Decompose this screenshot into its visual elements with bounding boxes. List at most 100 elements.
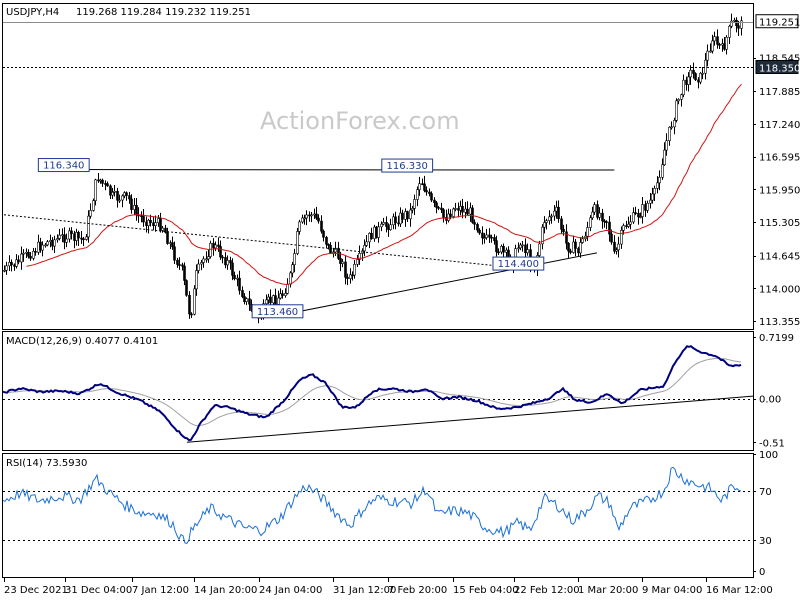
price-tick-label: 114.645 (759, 252, 800, 263)
annotation-box (381, 158, 434, 173)
candle-body (207, 256, 210, 260)
candle-body (627, 223, 630, 227)
candle-body (197, 263, 200, 271)
candle-body (123, 192, 126, 197)
candle-body (142, 216, 145, 223)
candle-body (565, 231, 568, 244)
candle-body (339, 258, 342, 264)
candle-body (730, 20, 733, 27)
candle-body (435, 202, 438, 208)
annotation-label: 114.400 (498, 259, 539, 270)
candle-body (425, 190, 428, 193)
candle-body (289, 272, 292, 285)
candle-body (277, 297, 280, 305)
candle-body (145, 221, 148, 226)
candle-body (423, 183, 426, 191)
candle-body (728, 25, 731, 38)
candle-body (663, 149, 666, 166)
candle-body (104, 183, 107, 185)
candle-body (495, 240, 498, 253)
annotation-label: 116.340 (43, 161, 84, 172)
candle-body (15, 259, 18, 267)
candle-body (670, 126, 673, 129)
candle-body (185, 280, 188, 296)
candle-body (538, 243, 541, 256)
candle-body (291, 264, 294, 274)
candle-body (442, 209, 445, 218)
candle-body (157, 218, 160, 223)
candle-body (521, 244, 524, 247)
candle-body (543, 222, 546, 228)
candle-body (140, 215, 143, 218)
candle-body (274, 295, 277, 305)
candle-body (598, 212, 601, 218)
candle-body (567, 243, 570, 252)
candle-body (173, 246, 176, 261)
candle-body (574, 241, 577, 249)
candle-body (212, 242, 215, 249)
candle-body (53, 239, 56, 247)
candle-body (349, 274, 352, 279)
candle-body (205, 258, 208, 261)
candle-body (219, 246, 222, 258)
candle-body (440, 207, 443, 210)
candle-body (164, 227, 167, 233)
candle-body (740, 20, 743, 29)
candle-body (560, 218, 563, 230)
price-tick-label: 115.950 (759, 185, 800, 196)
candle-body (214, 244, 217, 249)
candle-body (195, 270, 198, 290)
x-tick-label: 31 Dec 04:00 (65, 585, 132, 596)
level-price-tag: 118.350 (755, 59, 800, 74)
current-price-tag: 119.251 (755, 14, 800, 29)
candle-body (709, 50, 712, 53)
candle-body (41, 244, 44, 251)
rsi-title: RSI(14) 73.5930 (6, 458, 87, 469)
candle-body (248, 298, 251, 305)
candle-body (317, 217, 320, 222)
resistance-trendline (63, 169, 615, 171)
candle-body (629, 221, 632, 225)
candle-body (613, 241, 616, 252)
candle-body (653, 188, 656, 195)
x-tick-label: 7 Jan 12:00 (132, 585, 189, 596)
candle-body (437, 207, 440, 209)
candle-body (545, 220, 548, 223)
candle-body (344, 261, 347, 278)
rsi-plot (2, 466, 753, 544)
candle-body (286, 283, 289, 294)
candle-body (281, 293, 284, 296)
rsi-tick-label: 30 (759, 536, 772, 547)
candle-body (169, 242, 172, 244)
candle-body (363, 245, 366, 252)
candle-body (29, 255, 32, 259)
price-annotation: 113.460 (251, 304, 304, 319)
candle-body (27, 251, 30, 257)
candle-body (73, 233, 76, 241)
candle-body (226, 260, 229, 266)
candle-body (569, 250, 572, 253)
candle-body (8, 262, 11, 267)
candle-body (646, 202, 649, 211)
candle-body (473, 222, 476, 225)
candle-body (130, 198, 133, 210)
annotation-label: 116.330 (387, 161, 428, 172)
candle-body (634, 212, 637, 214)
y-axes: 113.355 114.000 114.645 115.305 115.950 116.5… (753, 14, 800, 578)
candle-body (224, 257, 227, 266)
candle-body (370, 233, 373, 240)
candle-body (488, 234, 491, 238)
candle-body (615, 249, 618, 252)
candle-body (65, 238, 68, 243)
candle-body (231, 262, 234, 276)
rsi-panel (2, 453, 754, 578)
candle-body (394, 216, 397, 224)
price-tag-label: 119.251 (759, 18, 800, 29)
candle-body (113, 190, 116, 193)
price-tick-label: 113.355 (759, 317, 800, 328)
candle-body (334, 247, 337, 253)
candle-body (579, 242, 582, 254)
price-tick-label: 117.885 (759, 87, 800, 98)
candle-body (279, 293, 282, 299)
